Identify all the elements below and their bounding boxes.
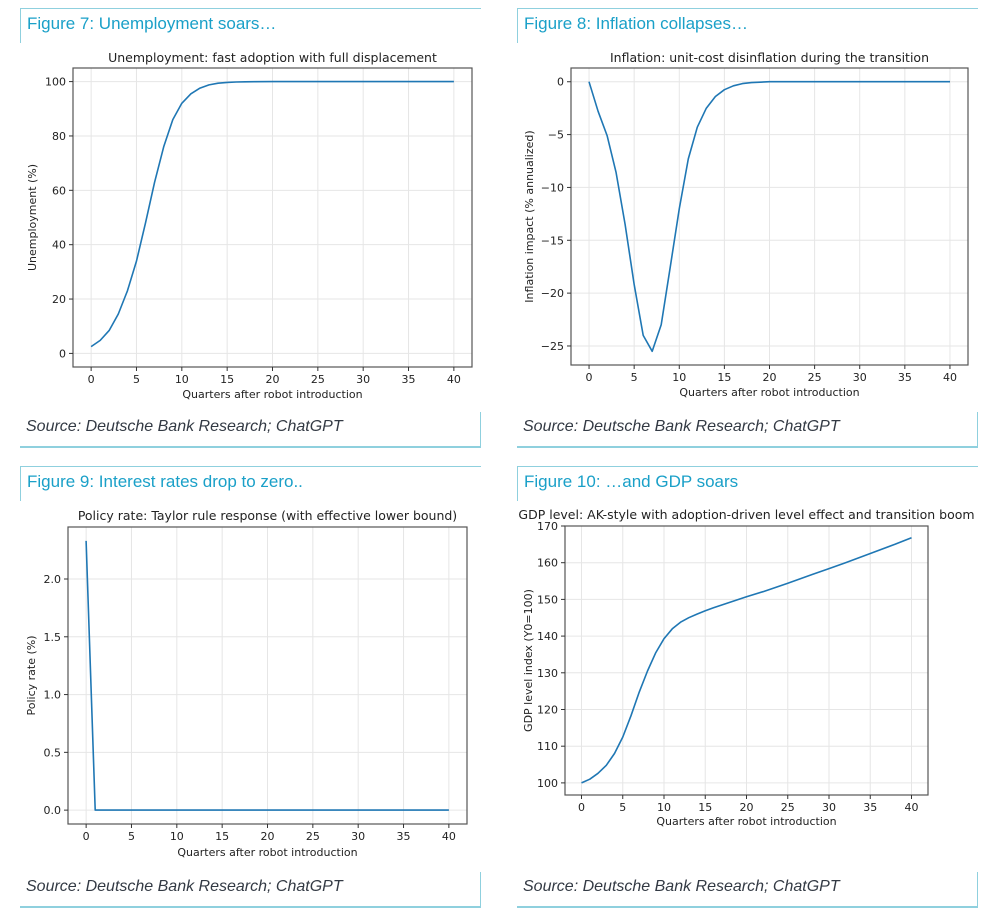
x-tick-label: 40 [442, 830, 456, 843]
x-tick-label: 30 [351, 830, 365, 843]
figure-7-source: Source: Deutsche Bank Research; ChatGPT [26, 418, 343, 435]
x-tick-label: 0 [83, 830, 90, 843]
x-tick-label: 30 [853, 371, 867, 384]
x-tick-label: 10 [170, 830, 184, 843]
x-tick-label: 30 [822, 801, 836, 814]
x-tick-label: 20 [763, 371, 777, 384]
x-tick-label: 10 [175, 373, 189, 386]
y-tick-label: 160 [537, 557, 558, 570]
y-tick-label: 120 [537, 703, 558, 716]
x-tick-label: 10 [657, 801, 671, 814]
figure-7-footer: Source: Deutsche Bank Research; ChatGPT [20, 412, 481, 448]
figure-8-header: Figure 8: Inflation collapses… [517, 8, 978, 43]
x-tick-label: 25 [808, 371, 822, 384]
y-axis-label: Inflation impact (% annualized) [523, 130, 536, 302]
chart-title: GDP level: AK-style with adoption-driven… [518, 507, 974, 522]
y-tick-label: 0.0 [44, 804, 62, 817]
y-tick-label: 2.0 [44, 573, 62, 586]
figure-9-title: Figure 9: Interest rates drop to zero.. [27, 472, 303, 491]
y-tick-label: 100 [537, 777, 558, 790]
chart-title: Unemployment: fast adoption with full di… [108, 50, 437, 65]
x-tick-label: 0 [586, 371, 593, 384]
y-tick-label: −15 [541, 234, 564, 247]
x-axis-label: Quarters after robot introduction [656, 815, 836, 828]
y-axis-label: Policy rate (%) [25, 635, 38, 715]
series-line [85, 540, 449, 811]
x-tick-label: 35 [402, 373, 416, 386]
y-tick-label: 0.5 [44, 746, 62, 759]
y-axis-label: Unemployment (%) [26, 164, 39, 271]
figure-9-header: Figure 9: Interest rates drop to zero.. [20, 466, 481, 501]
x-tick-label: 15 [698, 801, 712, 814]
x-tick-label: 35 [397, 830, 411, 843]
x-tick-label: 30 [356, 373, 370, 386]
figure-10-title: Figure 10: …and GDP soars [524, 472, 739, 491]
series-line [588, 80, 950, 353]
y-tick-label: 130 [537, 667, 558, 680]
x-axis-label: Quarters after robot introduction [679, 386, 859, 399]
y-tick-label: 170 [537, 520, 558, 533]
chart-3: 0 5 10 15 20 25 30 35 40 0.0 0.5 1.0 1.5 2.0 Policy ra… [25, 508, 468, 859]
y-tick-label: 80 [52, 130, 66, 143]
figure-10-source: Source: Deutsche Bank Research; ChatGPT [523, 878, 840, 895]
figure-9-source: Source: Deutsche Bank Research; ChatGPT [26, 878, 343, 895]
x-tick-label: 5 [631, 371, 638, 384]
chart-2: 0 5 10 15 20 25 30 35 40 0 −5 −10 −15 −20 −25 Inflation… [523, 50, 969, 399]
x-axis-label: Quarters after robot introduction [182, 388, 362, 401]
figure-9-footer: Source: Deutsche Bank Research; ChatGPT [20, 872, 481, 908]
x-tick-label: 5 [128, 830, 135, 843]
figure-8-title: Figure 8: Inflation collapses… [524, 14, 748, 33]
y-tick-label: 20 [52, 293, 66, 306]
figure-10-header: Figure 10: …and GDP soars [517, 466, 978, 501]
y-tick-label: 1.5 [44, 631, 62, 644]
x-axis-label: Quarters after robot introduction [177, 846, 357, 859]
y-tick-label: 150 [537, 593, 558, 606]
y-tick-label: 140 [537, 630, 558, 643]
series-line [581, 536, 912, 784]
y-tick-label: −20 [541, 287, 564, 300]
chart-1: 0 5 10 15 20 25 30 35 40 0 20 40 60 80 100 Unemployment… [26, 50, 473, 401]
x-tick-label: 10 [672, 371, 686, 384]
y-tick-label: 0 [59, 347, 66, 360]
figure-8-footer: Source: Deutsche Bank Research; ChatGPT [517, 412, 978, 448]
x-tick-label: 20 [740, 801, 754, 814]
figure-7-header: Figure 7: Unemployment soars… [20, 8, 481, 43]
y-tick-label: −25 [541, 340, 564, 353]
x-tick-label: 40 [447, 373, 461, 386]
y-tick-label: 1.0 [44, 689, 62, 702]
figure-10-footer: Source: Deutsche Bank Research; ChatGPT [517, 872, 978, 908]
x-tick-label: 15 [220, 373, 234, 386]
x-tick-label: 40 [905, 801, 919, 814]
series-line [90, 80, 454, 348]
figure-8-source: Source: Deutsche Bank Research; ChatGPT [523, 418, 840, 435]
y-tick-label: 60 [52, 184, 66, 197]
y-tick-label: 0 [557, 76, 564, 89]
x-tick-label: 40 [943, 371, 957, 384]
x-tick-label: 35 [898, 371, 912, 384]
x-tick-label: 35 [863, 801, 877, 814]
y-tick-label: −5 [548, 129, 564, 142]
y-tick-label: 40 [52, 239, 66, 252]
y-tick-label: 110 [537, 740, 558, 753]
x-tick-label: 15 [215, 830, 229, 843]
x-tick-label: 0 [578, 801, 585, 814]
x-tick-label: 5 [133, 373, 140, 386]
y-tick-label: −10 [541, 181, 564, 194]
x-tick-label: 20 [261, 830, 275, 843]
chart-4: 0 5 10 15 20 25 30 35 40 100 110 120 130 140 150 160 170… [518, 507, 974, 828]
y-tick-label: 100 [45, 76, 66, 89]
x-tick-label: 25 [781, 801, 795, 814]
y-axis-label: GDP level index (Y0=100) [522, 589, 535, 732]
x-tick-label: 20 [266, 373, 280, 386]
chart-title: Policy rate: Taylor rule response (with … [78, 508, 457, 523]
x-tick-label: 5 [619, 801, 626, 814]
x-tick-label: 25 [311, 373, 325, 386]
x-tick-label: 15 [717, 371, 731, 384]
x-tick-label: 0 [88, 373, 95, 386]
chart-title: Inflation: unit-cost disinflation during… [610, 50, 929, 65]
figure-7-title: Figure 7: Unemployment soars… [27, 14, 277, 33]
x-tick-label: 25 [306, 830, 320, 843]
